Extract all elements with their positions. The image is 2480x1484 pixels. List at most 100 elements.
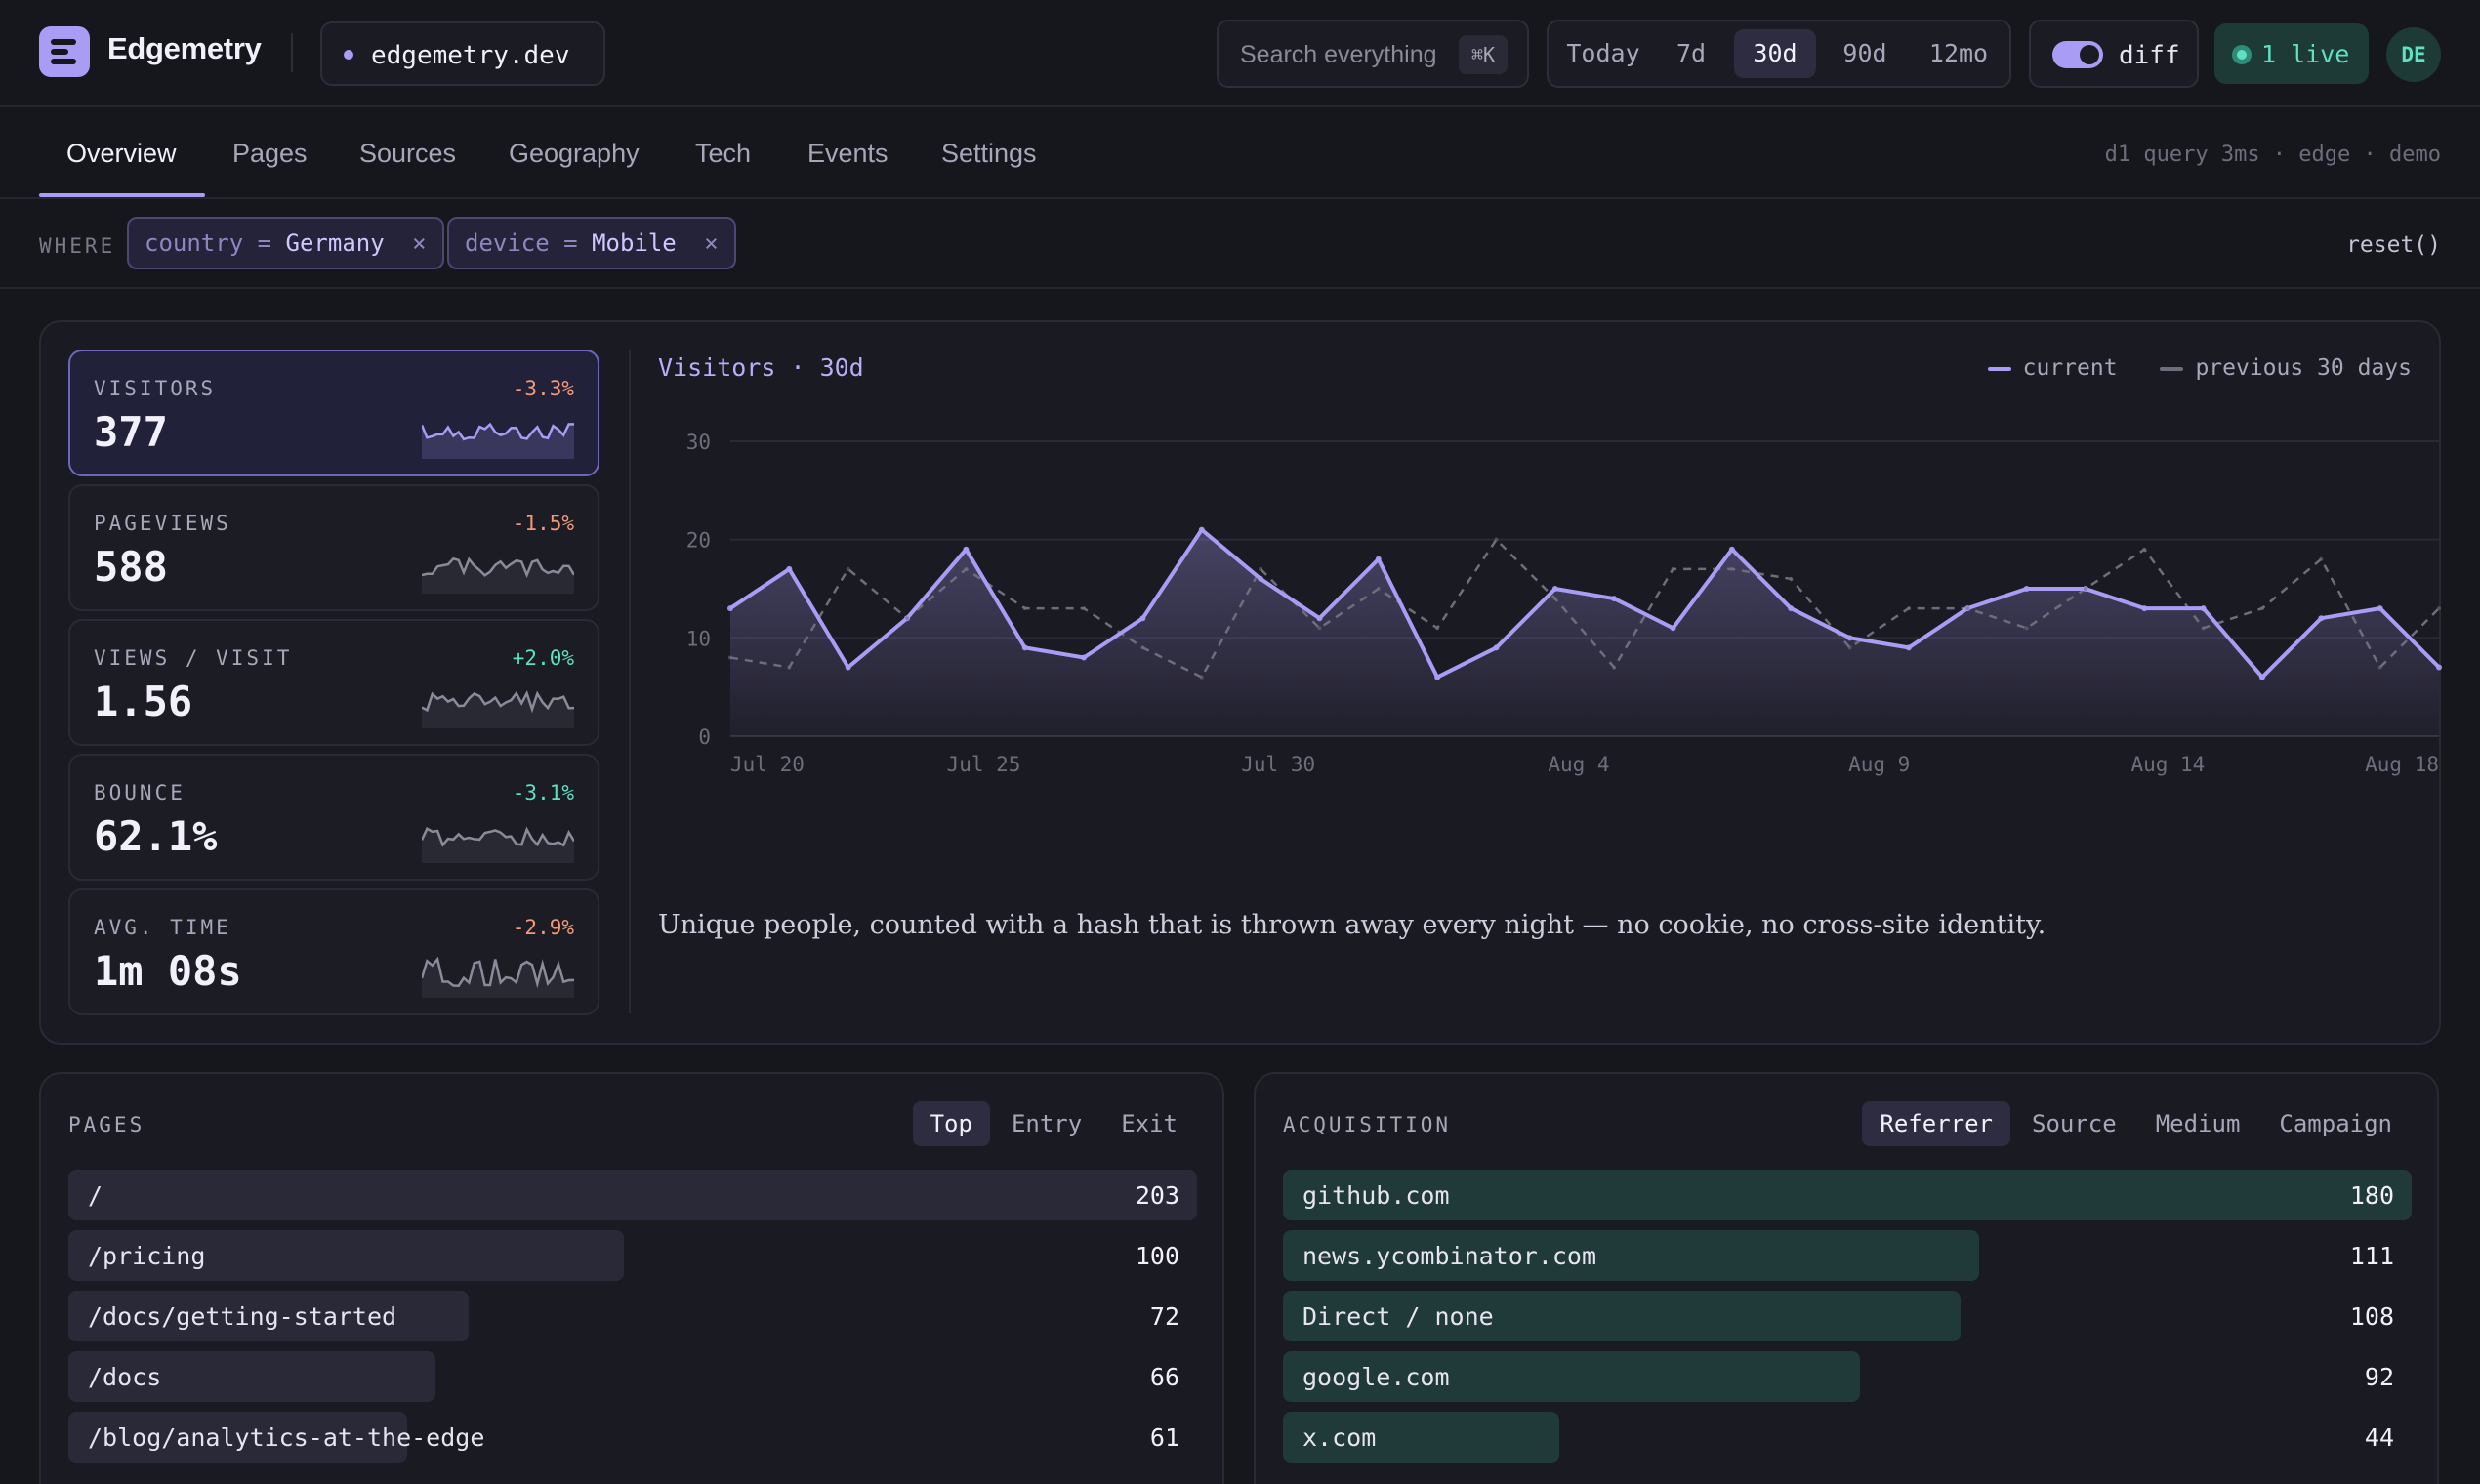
list-item[interactable]: Direct / none 108 [1283, 1291, 2412, 1341]
legend-item-previous[interactable]: previous 30 days [2160, 355, 2412, 381]
data-point-current[interactable] [845, 664, 851, 671]
tab-events[interactable]: Events [807, 139, 889, 168]
close-icon[interactable]: × [412, 229, 427, 257]
panel-tab-referrer[interactable]: Referrer [1862, 1101, 2010, 1146]
data-point-previous[interactable] [964, 566, 969, 571]
diff-toggle[interactable]: diff [2029, 20, 2199, 88]
data-point-previous[interactable] [1729, 566, 1734, 571]
data-point-current[interactable] [1551, 586, 1558, 592]
legend-item-current[interactable]: current [1987, 355, 2118, 381]
data-point-current[interactable] [1258, 575, 1264, 582]
stat-card-visitors[interactable]: VISITORS 377 -3.3% [68, 350, 599, 476]
brand-name[interactable]: Edgemetry [107, 31, 262, 65]
data-point-previous[interactable] [2142, 547, 2147, 552]
tab-pages[interactable]: Pages [232, 139, 308, 168]
data-point-previous[interactable] [2024, 626, 2029, 631]
data-point-current[interactable] [1670, 625, 1676, 632]
data-point-previous[interactable] [846, 566, 850, 571]
data-point-current[interactable] [1139, 615, 1146, 622]
data-point-previous[interactable] [2437, 606, 2441, 611]
data-point-current[interactable] [1728, 546, 1735, 553]
logo-icon[interactable] [39, 26, 90, 77]
panel-tab-top[interactable]: Top [912, 1101, 990, 1146]
site-selector[interactable]: edgemetry.dev [320, 21, 605, 86]
data-point-previous[interactable] [1317, 626, 1322, 631]
stat-card-views-visit[interactable]: VIEWS / VISIT 1.56 +2.0% [68, 619, 599, 746]
data-point-previous[interactable] [1199, 675, 1204, 680]
list-item[interactable]: x.com 44 [1283, 1412, 2412, 1463]
data-point-current[interactable] [1611, 596, 1618, 602]
range-90d[interactable]: 90d [1842, 39, 1887, 67]
data-point-current[interactable] [1375, 556, 1382, 562]
list-item[interactable]: /docs/getting-started 72 [68, 1291, 1197, 1341]
data-point-previous[interactable] [2083, 587, 2087, 591]
data-point-previous[interactable] [1552, 597, 1557, 601]
tab-overview[interactable]: Overview [66, 139, 177, 168]
panel-tab-exit[interactable]: Exit [1121, 1110, 1178, 1137]
toggle-switch-icon[interactable] [2052, 41, 2103, 68]
data-point-previous[interactable] [1671, 566, 1675, 571]
data-point-previous[interactable] [1259, 566, 1263, 571]
data-point-current[interactable] [2200, 605, 2207, 612]
data-point-current[interactable] [2141, 605, 2148, 612]
data-point-previous[interactable] [1847, 645, 1852, 650]
data-point-previous[interactable] [1140, 645, 1145, 650]
data-point-previous[interactable] [1435, 626, 1440, 631]
list-item[interactable]: / 203 [68, 1170, 1197, 1220]
range-30d[interactable]: 30d [1734, 29, 1816, 78]
reset-button[interactable]: reset() [2346, 232, 2441, 258]
data-point-current[interactable] [1493, 644, 1500, 651]
data-point-current[interactable] [727, 605, 733, 612]
tab-geography[interactable]: Geography [509, 139, 640, 168]
data-point-current[interactable] [1316, 615, 1323, 622]
panel-tab-source[interactable]: Source [2032, 1110, 2117, 1137]
filter-chip-device[interactable]: device = Mobile × [447, 217, 736, 269]
data-point-current[interactable] [1846, 635, 1853, 641]
data-point-current[interactable] [1434, 674, 1441, 680]
data-point-previous[interactable] [2377, 665, 2382, 670]
data-point-previous[interactable] [787, 665, 792, 670]
data-point-previous[interactable] [2259, 606, 2264, 611]
data-point-previous[interactable] [1376, 587, 1381, 591]
data-point-previous[interactable] [1789, 576, 1794, 581]
data-point-previous[interactable] [1022, 606, 1027, 611]
data-point-current[interactable] [2436, 664, 2442, 671]
data-point-previous[interactable] [2201, 626, 2206, 631]
data-point-previous[interactable] [1612, 665, 1617, 670]
data-point-current[interactable] [2023, 586, 2030, 592]
data-point-current[interactable] [963, 546, 970, 553]
list-item[interactable]: /pricing 100 [68, 1230, 1197, 1281]
avatar[interactable]: DE [2386, 27, 2441, 82]
tab-settings[interactable]: Settings [941, 139, 1037, 168]
data-point-previous[interactable] [1082, 606, 1087, 611]
data-point-current[interactable] [786, 565, 793, 572]
data-point-previous[interactable] [1965, 606, 1970, 611]
data-point-current[interactable] [1021, 644, 1028, 651]
data-point-current[interactable] [1198, 526, 1205, 533]
stat-card-pageviews[interactable]: PAGEVIEWS 588 -1.5% [68, 484, 599, 611]
list-item[interactable]: google.com 92 [1283, 1351, 2412, 1402]
data-point-previous[interactable] [1906, 606, 1911, 611]
search-input[interactable]: Search everything ⌘K [1217, 20, 1529, 88]
stat-card-avg-time[interactable]: AVG. TIME 1m 08s -2.9% [68, 888, 599, 1015]
data-point-previous[interactable] [728, 655, 732, 660]
range-12mo[interactable]: 12mo [1928, 39, 1989, 67]
list-item[interactable]: /docs 66 [68, 1351, 1197, 1402]
tab-sources[interactable]: Sources [359, 139, 457, 168]
list-item[interactable]: github.com 180 [1283, 1170, 2412, 1220]
data-point-current[interactable] [1905, 644, 1912, 651]
filter-chip-country[interactable]: country = Germany × [127, 217, 444, 269]
list-item[interactable]: news.ycombinator.com 111 [1283, 1230, 2412, 1281]
data-point-current[interactable] [1081, 654, 1088, 661]
panel-tab-medium[interactable]: Medium [2155, 1110, 2241, 1137]
close-icon[interactable]: × [704, 229, 719, 257]
panel-tab-entry[interactable]: Entry [1011, 1110, 1083, 1137]
live-visitors-badge[interactable]: 1 live [2214, 23, 2369, 84]
stat-card-bounce[interactable]: BOUNCE 62.1% -3.1% [68, 754, 599, 881]
list-item[interactable]: /blog/analytics-at-the-edge 61 [68, 1412, 1197, 1463]
data-point-previous[interactable] [2319, 556, 2324, 561]
range-7d[interactable]: 7d [1675, 39, 1707, 67]
data-point-current[interactable] [2377, 605, 2383, 612]
range-today[interactable]: Today [1566, 39, 1640, 67]
tab-tech[interactable]: Tech [695, 139, 752, 168]
